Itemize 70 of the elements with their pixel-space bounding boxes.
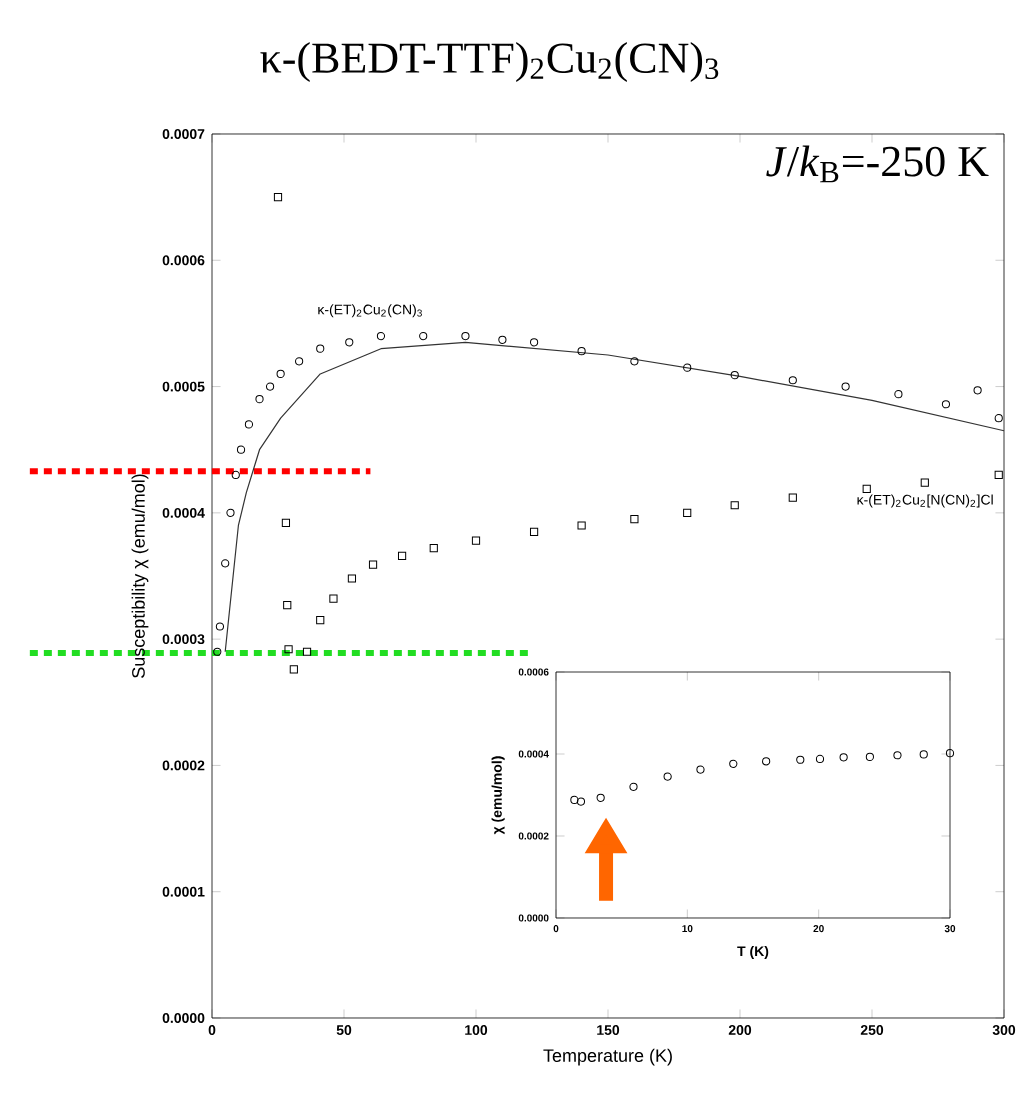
point	[788, 493, 797, 502]
point	[762, 757, 771, 766]
chart-title: κ-(BEDT-TTF)$_{2}$Cu$_{2}$(CN)$_{3}$	[260, 42, 719, 82]
point	[255, 395, 264, 404]
point	[302, 647, 312, 656]
point	[213, 647, 222, 656]
point	[630, 357, 639, 366]
point	[919, 750, 928, 759]
point	[419, 331, 428, 341]
point	[529, 338, 539, 347]
point	[273, 193, 283, 202]
point	[577, 347, 586, 356]
point	[894, 390, 903, 399]
point	[284, 645, 293, 654]
point	[576, 797, 586, 806]
annotation: J/k$_{B}$=-250 K	[766, 145, 989, 183]
line-series	[224, 341, 1005, 653]
point	[893, 751, 902, 760]
point	[630, 515, 639, 524]
point	[221, 559, 230, 568]
point	[577, 521, 586, 530]
point	[663, 772, 672, 781]
point	[862, 484, 871, 493]
point	[729, 759, 738, 768]
point	[730, 371, 739, 380]
point	[920, 478, 929, 487]
point	[316, 616, 325, 625]
point	[841, 382, 850, 391]
point	[696, 765, 705, 774]
point	[376, 331, 386, 341]
point	[231, 470, 240, 480]
point	[295, 357, 304, 366]
point	[815, 754, 825, 764]
point	[276, 369, 285, 379]
point	[973, 386, 982, 395]
x-axis-title: Temperature (K)	[543, 1048, 672, 1066]
point	[368, 560, 378, 569]
point	[244, 420, 254, 429]
point	[865, 752, 874, 761]
point	[796, 755, 805, 764]
point	[236, 445, 246, 454]
point	[329, 594, 338, 603]
point	[397, 551, 407, 560]
point	[596, 793, 605, 802]
point	[570, 795, 579, 805]
point	[281, 518, 291, 528]
point	[265, 382, 275, 391]
point	[289, 665, 298, 674]
point	[788, 376, 797, 385]
point	[941, 400, 951, 409]
point	[498, 335, 507, 344]
point	[215, 622, 225, 631]
point	[461, 331, 470, 341]
point	[839, 753, 848, 762]
point	[347, 574, 357, 583]
point	[345, 338, 354, 347]
point	[226, 508, 235, 517]
y-axis-title: Susceptibility χ (emu/mol)	[131, 474, 149, 678]
point	[529, 527, 539, 536]
point	[316, 344, 325, 353]
point	[945, 749, 955, 758]
point	[730, 501, 739, 510]
point	[471, 536, 481, 545]
point	[994, 414, 1003, 423]
point	[683, 508, 692, 517]
point	[994, 470, 1003, 480]
point	[283, 600, 292, 610]
point	[683, 363, 692, 372]
point	[629, 782, 638, 791]
point	[429, 544, 438, 553]
